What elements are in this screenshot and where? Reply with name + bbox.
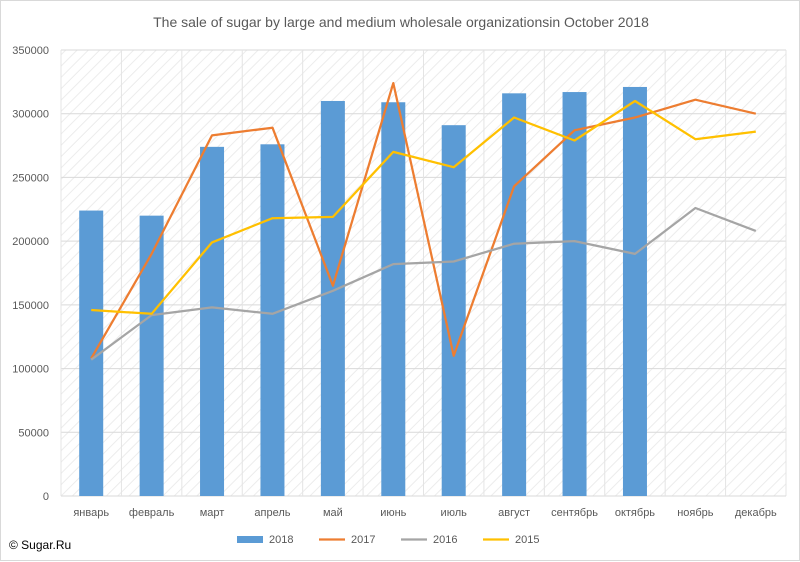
y-tick-label: 350000 <box>12 45 49 57</box>
bar-2018 <box>260 144 285 496</box>
x-tick-label: октябрь <box>615 507 655 519</box>
y-tick-label: 100000 <box>12 364 49 376</box>
legend-label: 2018 <box>269 534 293 546</box>
bar-2018 <box>622 86 647 496</box>
chart-title: The sale of sugar by large and medium wh… <box>153 14 649 30</box>
bar-2018 <box>562 92 587 497</box>
y-tick-label: 50000 <box>18 427 49 439</box>
x-tick-label: декабрь <box>735 507 777 519</box>
y-tick-label: 300000 <box>12 109 49 121</box>
bar-2018 <box>320 100 345 496</box>
x-tick-label: сентябрь <box>551 507 598 519</box>
x-tick-label: июль <box>441 507 468 519</box>
legend: 2018 2017 2016 2015 <box>237 534 539 546</box>
x-tick-label: январь <box>73 507 109 519</box>
legend-label: 2016 <box>433 534 457 546</box>
line-2015 <box>91 99 756 315</box>
y-axis: 0 50000 100000 150000 200000 250000 300000 3500… <box>12 45 49 503</box>
bar-2018 <box>502 93 527 496</box>
legend-label: 2015 <box>515 534 539 546</box>
copyright-text: © Sugar.Ru <box>9 538 72 552</box>
y-tick-label: 250000 <box>12 172 49 184</box>
x-tick-label: ноябрь <box>677 507 714 519</box>
x-tick-label: февраль <box>129 507 175 519</box>
legend-swatch <box>237 536 263 543</box>
line-2017 <box>90 81 757 359</box>
y-tick-label: 0 <box>43 491 49 503</box>
legend-label: 2017 <box>351 534 375 546</box>
y-tick-label: 150000 <box>12 300 49 312</box>
bar-2018 <box>200 146 225 497</box>
x-tick-label: август <box>498 507 530 519</box>
gridlines <box>60 49 787 497</box>
x-tick-label: апрель <box>254 507 290 519</box>
y-tick-label: 200000 <box>12 236 49 248</box>
bar-2018 <box>441 125 466 496</box>
line-2016 <box>90 206 757 361</box>
x-tick-label: май <box>323 507 343 519</box>
bar-2018 <box>381 102 406 496</box>
x-tick-label: март <box>200 507 225 519</box>
x-axis: январь февраль март апрель май июнь июль август… <box>73 507 777 519</box>
x-tick-label: июнь <box>380 507 406 519</box>
bar-series <box>79 86 647 497</box>
bar-2018 <box>139 215 164 496</box>
line-series <box>90 81 757 361</box>
